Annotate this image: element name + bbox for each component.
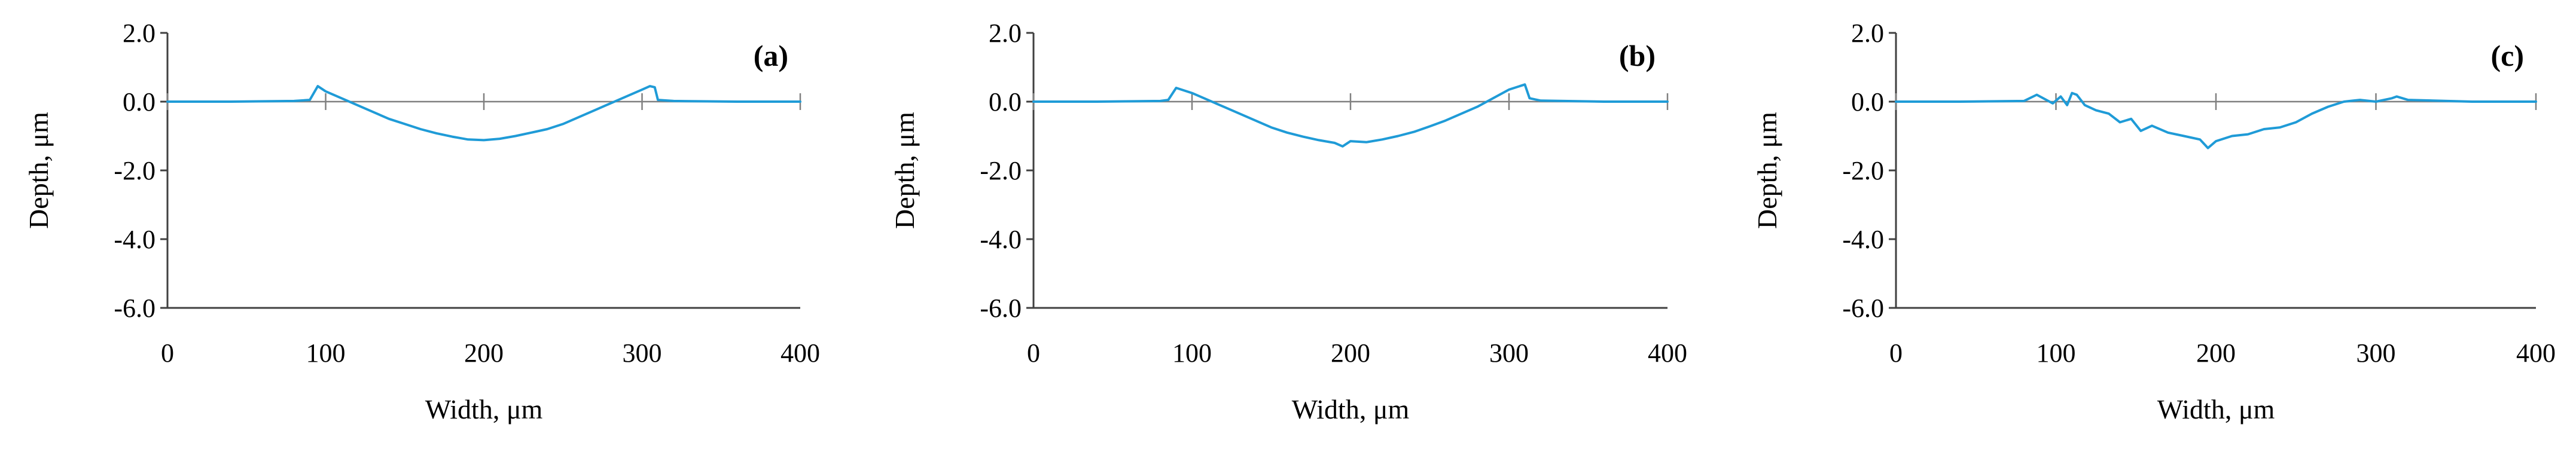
x-tick-label: 0 (161, 338, 174, 368)
chart-panel-3: 2.0 0.0 -2.0 -4.0 -6.00 100 200 300 400 Width, μm… (1752, 19, 2556, 424)
y-tick-label: -4.0 (114, 225, 156, 254)
y-axis-title: Depth, μm (889, 112, 920, 229)
x-tick-label: 400 (2516, 338, 2556, 368)
panel-label: (b) (1619, 39, 1656, 72)
y-tick-label: -2.0 (114, 156, 156, 185)
y-tick-label: 2.0 (1851, 19, 1884, 48)
y-tick-label: 0.0 (1851, 87, 1884, 117)
y-tick-label: -2.0 (1842, 156, 1884, 185)
x-tick-label: 400 (1648, 338, 1687, 368)
y-tick-label: 0.0 (989, 87, 1022, 117)
depth-profile-line (166, 85, 801, 142)
y-tick-label: 0.0 (123, 87, 156, 117)
depth-profile-line (1032, 83, 1669, 148)
x-tick-label: 100 (2037, 338, 2076, 368)
x-tick-label: 200 (464, 338, 504, 368)
x-axis-title: Width, μm (425, 394, 543, 424)
panel-label: (c) (2491, 39, 2525, 72)
x-tick-label: 300 (1489, 338, 1529, 368)
y-axis-title: Depth, μm (23, 112, 54, 229)
y-tick-label: -6.0 (1842, 294, 1884, 323)
y-tick-label: -6.0 (980, 294, 1022, 323)
x-tick-label: 200 (1331, 338, 1370, 368)
x-axis-title: Width, μm (1292, 394, 1410, 424)
x-tick-label: 0 (1889, 338, 1903, 368)
y-tick-label: -2.0 (980, 156, 1022, 185)
y-tick-label: 2.0 (989, 19, 1022, 48)
chart-panel-1: 2.0 0.0 -2.0 -4.0 -6.00 100 200 300 400 Width, μm… (23, 19, 820, 424)
x-tick-label: 200 (2196, 338, 2236, 368)
y-tick-label: -4.0 (980, 225, 1022, 254)
depth-profile-line (1895, 91, 2537, 149)
x-axis-title: Width, μm (2157, 394, 2275, 424)
panel-label: (a) (754, 39, 788, 72)
x-tick-label: 300 (2356, 338, 2396, 368)
chart-panel-2: 2.0 0.0 -2.0 -4.0 -6.00 100 200 300 400 Width, μm… (889, 19, 1687, 424)
x-tick-label: 100 (306, 338, 346, 368)
y-tick-label: -4.0 (1842, 225, 1884, 254)
y-tick-label: -6.0 (114, 294, 156, 323)
y-axis-title: Depth, μm (1752, 112, 1782, 229)
x-tick-label: 0 (1027, 338, 1040, 368)
x-tick-label: 100 (1172, 338, 1212, 368)
x-tick-label: 400 (781, 338, 820, 368)
y-tick-label: 2.0 (123, 19, 156, 48)
x-tick-label: 300 (623, 338, 662, 368)
